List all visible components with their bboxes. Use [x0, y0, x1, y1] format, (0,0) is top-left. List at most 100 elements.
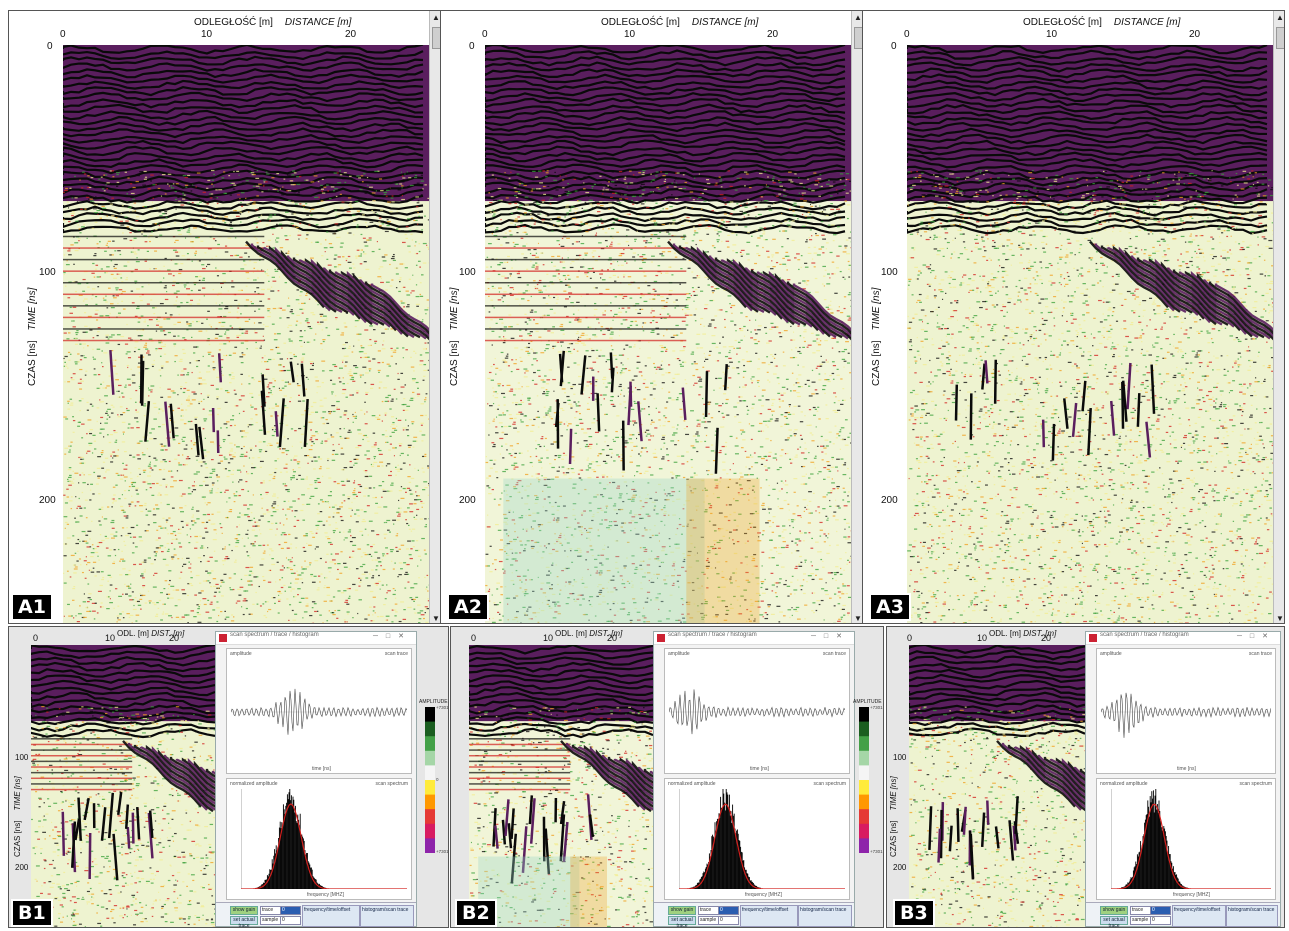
spectrum-mode-label: scan spectrum	[375, 781, 408, 787]
trace-line	[1101, 692, 1271, 738]
y-axis-title: CZAS [ns]TIME [ns]	[449, 287, 460, 386]
scroll-down-arrow[interactable]: ▼	[432, 614, 440, 623]
radargram-window-a1: ODLEGŁOŚĆ [m] DISTANCE [m] 0 10 20 0 100 …	[8, 10, 441, 624]
colorbar-swatch	[859, 707, 869, 723]
x-tick: 20	[607, 633, 618, 643]
trace-x-label: time [ns]	[312, 766, 331, 772]
y-tick: 100	[15, 753, 29, 762]
sample-value[interactable]: 0	[718, 916, 739, 925]
warm-zone	[686, 478, 760, 623]
scroll-up-arrow[interactable]: ▲	[1276, 13, 1284, 22]
panel-badge: B1	[11, 899, 53, 927]
trace-value[interactable]: 0	[1150, 906, 1171, 915]
scroll-thumb[interactable]	[854, 27, 862, 49]
show-gain-button[interactable]: show gain	[668, 906, 696, 915]
spectrum-mode-label: scan spectrum	[813, 781, 846, 787]
horizontal-noise-bands	[485, 235, 687, 342]
radargram-image	[485, 45, 851, 623]
spectrum-x-label: frequency [MHZ]	[745, 892, 782, 898]
reflection-anomaly	[492, 740, 653, 884]
colorbar-swatch	[859, 750, 869, 766]
sample-field[interactable]: sample	[1130, 916, 1151, 925]
radargram-image	[31, 645, 215, 927]
colorbar-swatch	[425, 823, 435, 839]
sample-field[interactable]: sample	[698, 916, 719, 925]
set-trace-button[interactable]: set actual trace	[230, 916, 258, 927]
scroll-down-arrow[interactable]: ▼	[1276, 614, 1284, 623]
window-controls[interactable]: ─□✕	[810, 633, 850, 640]
histogram-options[interactable]: histogram/scan trace	[360, 905, 414, 927]
show-gain-button[interactable]: show gain	[1100, 906, 1128, 915]
histogram-options[interactable]: histogram/scan trace	[1226, 905, 1278, 927]
colorbar-label-bottom: +7301	[870, 849, 883, 854]
histogram-options[interactable]: histogram/scan trace	[798, 905, 852, 927]
panel-badge: B3	[893, 899, 935, 927]
window-controls[interactable]: ─□✕	[1236, 633, 1276, 640]
scroll-thumb[interactable]	[1276, 27, 1284, 49]
y-tick: 200	[893, 863, 907, 872]
sample-field[interactable]: sample	[260, 916, 281, 925]
radargram-image	[907, 45, 1273, 623]
trace-field[interactable]: trace	[1130, 906, 1151, 915]
reflection-anomaly	[554, 240, 851, 474]
spectrum-panel: normalized amplitude scan spectrum frequ…	[1096, 778, 1276, 900]
x-axis-title: ODLEGŁOŚĆ [m] DISTANCE [m]	[601, 17, 759, 28]
show-gain-button[interactable]: show gain	[230, 906, 258, 915]
spectrum-histogram	[679, 789, 845, 889]
y-tick: 100	[893, 753, 907, 762]
spectrum-window: scan spectrum / trace / histogram ─□✕ amp…	[1085, 631, 1281, 927]
x-tick: 0	[482, 29, 488, 40]
trace-value[interactable]: 0	[718, 906, 739, 915]
colorbar-swatch	[425, 750, 435, 766]
vertical-scrollbar[interactable]: ▲ ▼	[851, 11, 862, 623]
spectrum-histogram	[241, 789, 407, 889]
analysis-window-b3: 0 10 ODL. [m] DIST. [m] 20 100 200 CZAS …	[886, 626, 1285, 928]
trace-field[interactable]: trace	[260, 906, 281, 915]
trace-value[interactable]: 0	[280, 906, 301, 915]
scroll-up-arrow[interactable]: ▲	[432, 13, 440, 22]
set-trace-button[interactable]: set actual trace	[668, 916, 696, 927]
noise-speckle	[469, 705, 653, 927]
trace-x-label: time [ns]	[750, 766, 769, 772]
spectrum-x-label: frequency [MHZ]	[307, 892, 344, 898]
spectrum-window: scan spectrum / trace / histogram ─□✕ amp…	[215, 631, 417, 927]
y-axis-title: CZAS [ns]TIME [ns]	[871, 287, 882, 386]
y-tick: 100	[39, 267, 56, 278]
scroll-thumb[interactable]	[432, 27, 440, 49]
colorbar-swatch	[859, 809, 869, 825]
x-tick: 20	[1041, 633, 1052, 643]
analysis-window-b2: 0 10 ODL. [m] DIST. [m] 20 scan spectrum…	[450, 626, 884, 928]
set-trace-button[interactable]: set actual trace	[1100, 916, 1128, 927]
spectrum-options[interactable]: frequency/time/offset	[302, 905, 360, 927]
app-icon	[657, 634, 665, 642]
y-tick: 0	[47, 41, 53, 52]
spectrum-panel: normalized amplitude scan spectrum frequ…	[226, 778, 412, 900]
radargram-image	[909, 645, 1085, 927]
spectrum-options[interactable]: frequency/time/offset	[740, 905, 798, 927]
trace-waveform	[669, 689, 845, 735]
spectrum-label: normalized amplitude	[1100, 781, 1148, 787]
vertical-scrollbar[interactable]: ▲ ▼	[429, 11, 440, 623]
colorbar-label-mid: 0	[436, 777, 439, 782]
colorbar-swatch	[425, 838, 435, 853]
colorbar-swatch	[859, 765, 869, 781]
spectrum-options[interactable]: frequency/time/offset	[1172, 905, 1226, 927]
horizontal-noise-bands	[31, 738, 133, 791]
spectrum-x-label: frequency [MHZ]	[1173, 892, 1210, 898]
trace-field[interactable]: trace	[698, 906, 719, 915]
x-axis-title: ODLEGŁOŚĆ [m] DISTANCE [m]	[1023, 17, 1181, 28]
x-tick: 20	[169, 633, 180, 643]
trace-line	[231, 688, 407, 735]
sample-value[interactable]: 0	[1150, 916, 1171, 925]
sample-value[interactable]: 0	[280, 916, 301, 925]
y-tick: 200	[459, 495, 476, 506]
scroll-down-arrow[interactable]: ▼	[854, 614, 862, 623]
colorbar-swatch	[859, 721, 869, 737]
x-tick: 20	[345, 29, 357, 40]
x-tick: 20	[767, 29, 779, 40]
window-controls[interactable]: ─□✕	[372, 633, 412, 640]
vertical-scrollbar[interactable]: ▲ ▼	[1273, 11, 1284, 623]
app-icon	[219, 634, 227, 642]
scroll-up-arrow[interactable]: ▲	[854, 13, 862, 22]
colorbar-label-top: +7301	[870, 705, 883, 710]
